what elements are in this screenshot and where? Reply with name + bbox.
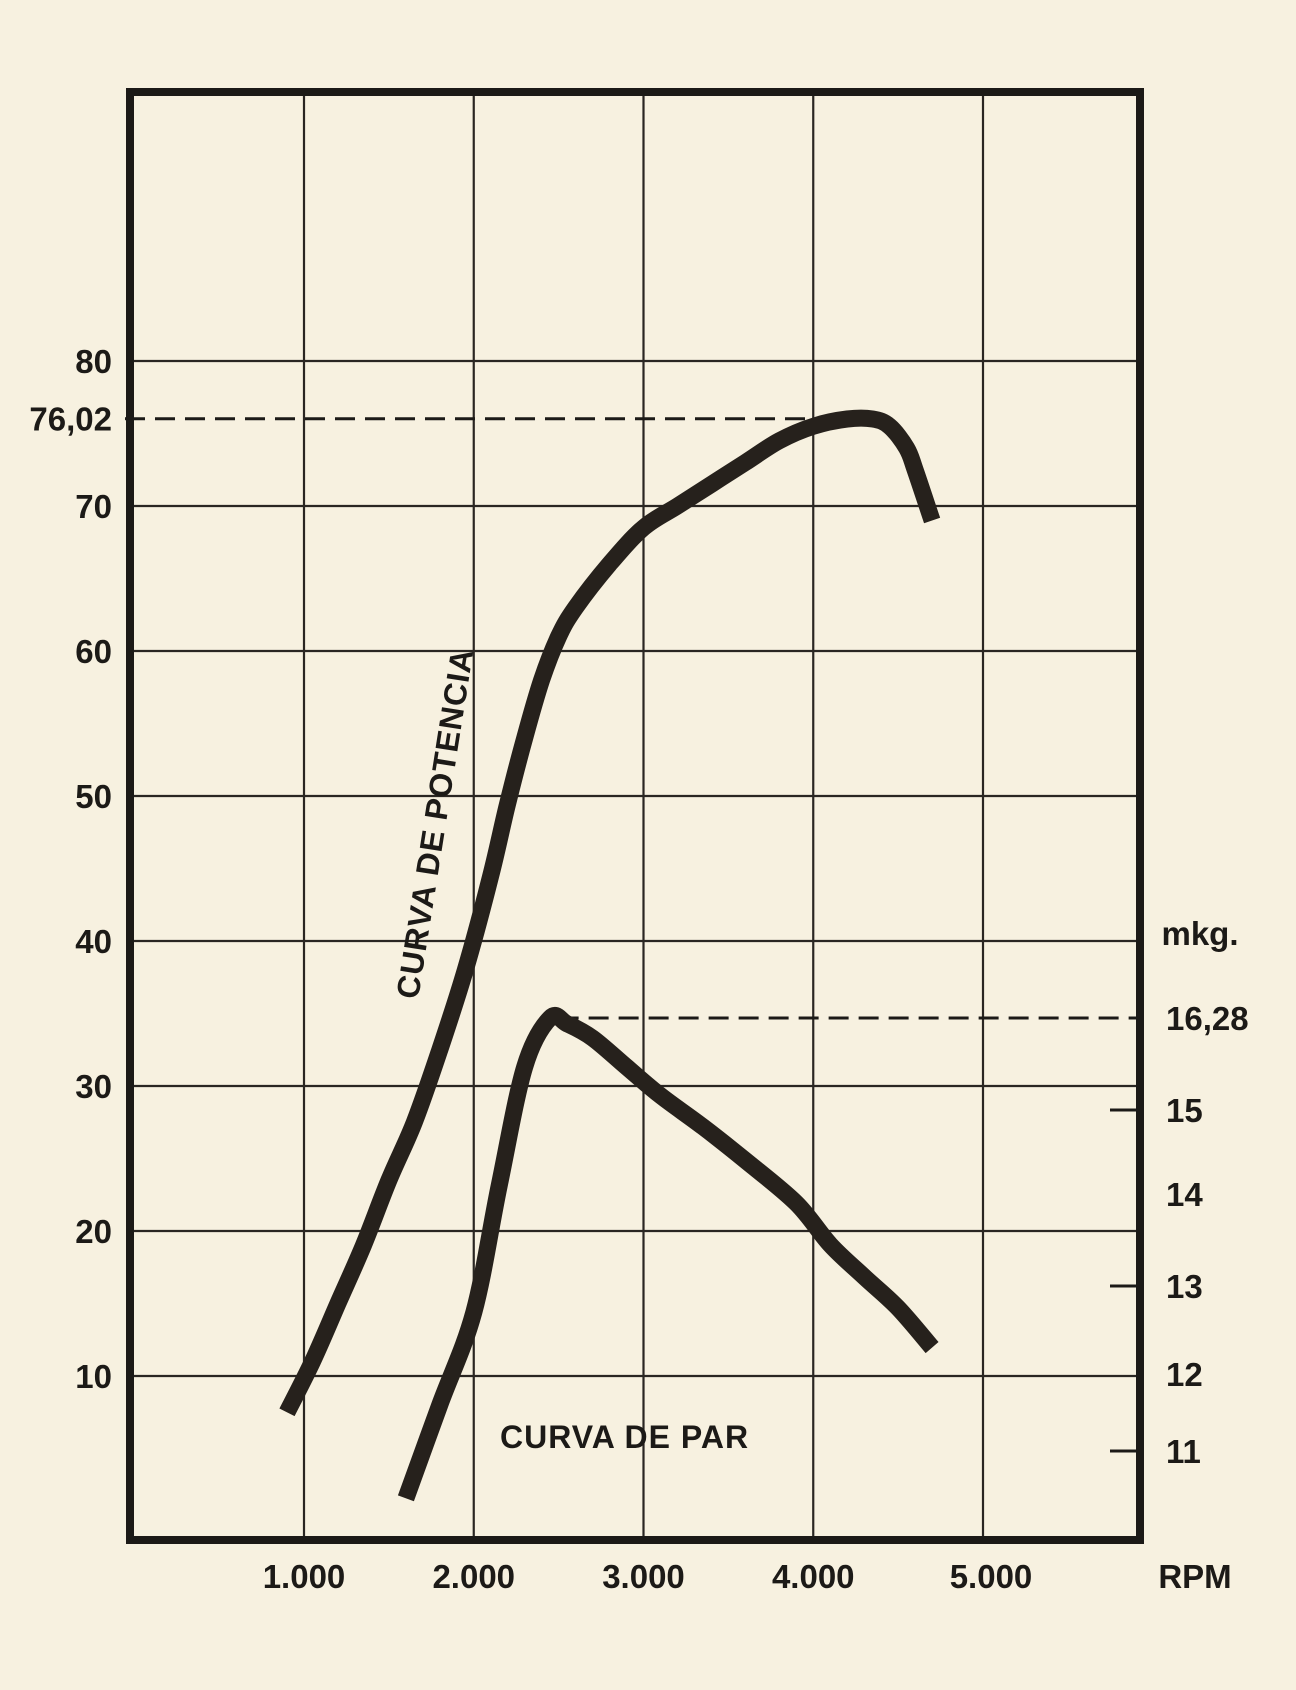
y-left-tick-label: 80 — [75, 343, 112, 380]
x-tick-label: 1.000 — [263, 1558, 346, 1595]
chart-grid — [130, 92, 1140, 1540]
y-left-tick-label: 10 — [75, 1358, 112, 1395]
y-right-tick-label: 14 — [1166, 1176, 1203, 1213]
series-layer — [279, 409, 941, 1502]
y-right-tick-label: 12 — [1166, 1356, 1203, 1393]
plot-frame — [126, 88, 1144, 1544]
y-left-tick-label: 70 — [75, 488, 112, 525]
y-left-tick-label: 50 — [75, 778, 112, 815]
x-tick-label: 5.000 — [950, 1558, 1033, 1595]
y-right-special-label: 16,28 — [1166, 1000, 1249, 1037]
y-right-unit-label: mkg. — [1161, 915, 1238, 952]
y-left-special-label: 76,02 — [29, 401, 112, 438]
y-left-tick-label: 20 — [75, 1213, 112, 1250]
x-axis-label: RPM — [1158, 1558, 1231, 1595]
y-left-tick-label: 40 — [75, 923, 112, 960]
y-right-tick-label: 13 — [1166, 1268, 1203, 1305]
y-right-tick-label: 15 — [1166, 1092, 1203, 1129]
x-tick-label: 3.000 — [602, 1558, 685, 1595]
x-tick-label: 4.000 — [772, 1558, 855, 1595]
torque-curve-line — [397, 1007, 939, 1502]
x-tick-label: 2.000 — [432, 1558, 515, 1595]
reference-lines — [125, 417, 1142, 1020]
y-left-tick-label: 60 — [75, 633, 112, 670]
y-right-tick-label: 11 — [1166, 1433, 1201, 1470]
torque-curve-label: CURVA DE PAR — [500, 1419, 749, 1455]
y-left-tick-label: 30 — [75, 1068, 112, 1105]
power-curve-line — [279, 409, 941, 1417]
